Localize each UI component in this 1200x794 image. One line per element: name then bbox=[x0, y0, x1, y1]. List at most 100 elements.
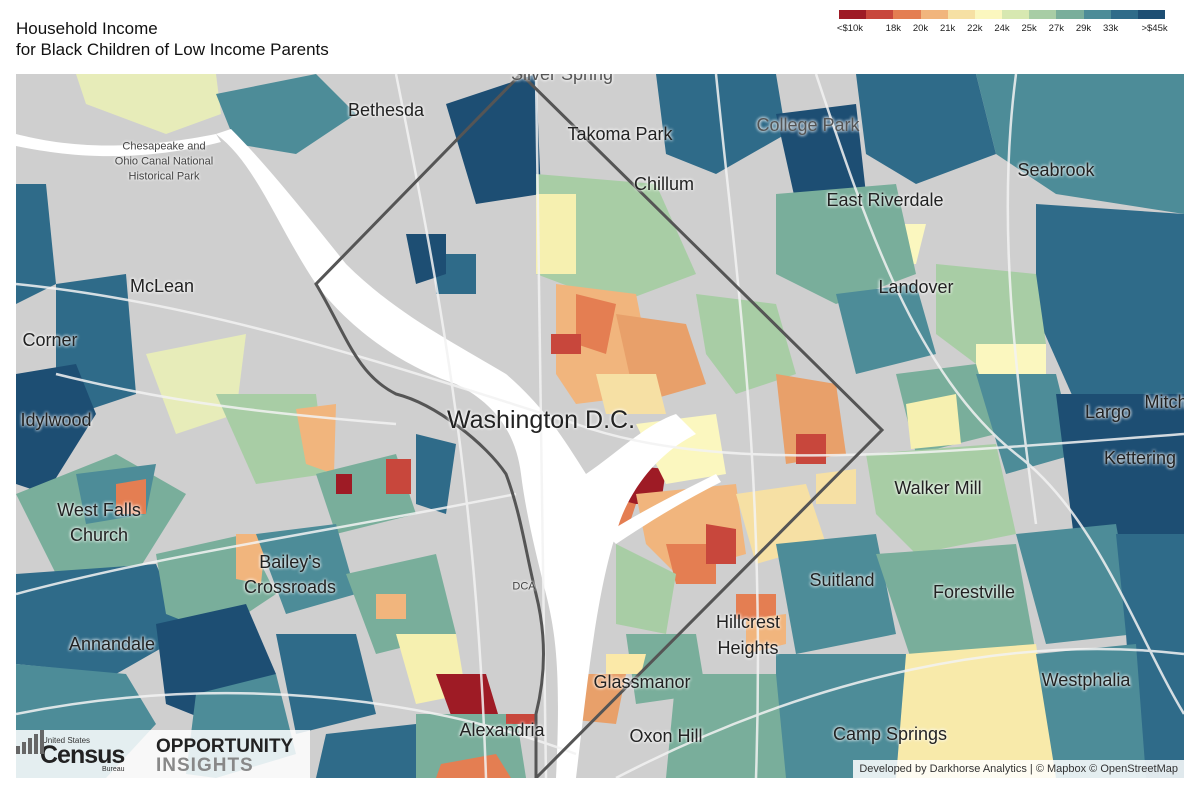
place-bethesda: Bethesda bbox=[347, 100, 425, 120]
place-crossroads: Crossroads bbox=[243, 577, 337, 597]
tract bbox=[1016, 524, 1136, 644]
place-walker-mill: Walker Mill bbox=[894, 478, 982, 498]
tract-patches bbox=[16, 74, 1184, 778]
legend-label: 33k bbox=[1102, 23, 1119, 34]
tract bbox=[736, 594, 776, 619]
place-silver-spring: Silver Spring bbox=[510, 74, 614, 84]
legend-swatch bbox=[839, 10, 867, 19]
legend-swatch bbox=[1029, 10, 1057, 19]
tract bbox=[776, 374, 846, 464]
tract bbox=[706, 524, 736, 564]
tract bbox=[406, 234, 446, 284]
tract bbox=[616, 544, 676, 634]
tract bbox=[76, 74, 221, 134]
legend-label: 29k bbox=[1075, 23, 1092, 34]
place-westphalia: Westphalia bbox=[1041, 670, 1131, 690]
tract bbox=[866, 444, 1016, 554]
tract bbox=[551, 334, 581, 354]
tract bbox=[976, 74, 1184, 214]
opportunity-logo-line2: INSIGHTS bbox=[156, 755, 254, 776]
legend-labels: <$10k 18k 20k 21k 22k 24k 25k 27k 29k 33k >$45k bbox=[837, 23, 1168, 37]
tract bbox=[16, 564, 186, 674]
legend-label: 25k bbox=[1021, 23, 1037, 34]
opportunity-insights-icon bbox=[16, 730, 44, 754]
tract bbox=[386, 459, 411, 494]
census-logo: Census bbox=[40, 741, 125, 769]
place-mitch: Mitch bbox=[1144, 392, 1184, 412]
legend-label: 18k bbox=[885, 23, 901, 34]
tract bbox=[856, 74, 996, 184]
tract bbox=[596, 374, 666, 414]
tract bbox=[336, 474, 352, 494]
place-mclean: McLean bbox=[129, 276, 195, 296]
tract bbox=[216, 74, 356, 154]
tract bbox=[1036, 204, 1184, 404]
census-logo-bureau: Bureau bbox=[102, 766, 125, 773]
legend-label: 21k bbox=[939, 23, 956, 34]
legend-swatch bbox=[1056, 10, 1084, 19]
tract bbox=[16, 184, 56, 304]
tract bbox=[606, 654, 646, 674]
title-line-1: Household Income bbox=[16, 19, 158, 38]
tract bbox=[296, 404, 336, 474]
tract bbox=[936, 264, 1046, 364]
place-glassmanor: Glassmanor bbox=[593, 672, 691, 692]
place-chesapeake: Chesapeake and bbox=[122, 140, 206, 153]
tract bbox=[666, 544, 716, 584]
tract bbox=[416, 434, 456, 514]
potomac-river bbox=[216, 129, 696, 778]
tract bbox=[776, 184, 916, 304]
map-title: Household Income for Black Children of L… bbox=[16, 18, 329, 60]
map-attribution[interactable]: Developed by Darkhorse Analytics | © Map… bbox=[853, 760, 1184, 778]
tract bbox=[536, 194, 576, 274]
place-camp-springs: Camp Springs bbox=[832, 724, 948, 744]
tract bbox=[746, 614, 786, 654]
tract bbox=[896, 644, 1056, 778]
legend-swatch bbox=[974, 10, 1003, 19]
place-oxon-hill: Oxon Hill bbox=[629, 726, 703, 746]
tract bbox=[976, 374, 1076, 474]
legend-swatch bbox=[1137, 10, 1166, 19]
legend-swatch bbox=[947, 10, 975, 19]
legend-label: 20k bbox=[912, 23, 929, 34]
tract bbox=[1036, 644, 1146, 778]
place-historical-park: Historical Park bbox=[128, 170, 200, 183]
tract bbox=[876, 544, 1036, 674]
legend-color-bar bbox=[839, 10, 1166, 19]
opportunity-logo-line1: OPPORTUNITY bbox=[156, 736, 294, 757]
tract bbox=[16, 364, 96, 494]
color-legend: <$10k 18k 20k 21k 22k 24k 25k 27k 29k 33k >$45k bbox=[837, 10, 1168, 37]
choropleth-map[interactable]: Silver Spring Bethesda Takoma Park Colle… bbox=[16, 74, 1184, 778]
map-canvas[interactable] bbox=[16, 74, 1184, 778]
census-logo-top: United States bbox=[42, 736, 91, 745]
tract bbox=[976, 344, 1046, 374]
place-church: Church bbox=[69, 525, 129, 545]
tract bbox=[256, 524, 356, 614]
place-forestville: Forestville bbox=[932, 582, 1016, 602]
place-corner: Corner bbox=[22, 330, 78, 350]
tract bbox=[836, 284, 936, 374]
title-line-2: for Black Children of Low Income Parents bbox=[16, 40, 329, 59]
legend-label: >$45k bbox=[1141, 23, 1168, 34]
place-annandale: Annandale bbox=[68, 634, 156, 654]
legend-label: 22k bbox=[967, 23, 983, 34]
place-alexandria: Alexandria bbox=[459, 720, 545, 740]
logo-strip: United States Census Bureau OPPORTUNITY … bbox=[16, 730, 310, 778]
tract bbox=[776, 654, 906, 778]
legend-swatch bbox=[1110, 10, 1138, 19]
place-hillcrest: Hillcrest bbox=[715, 612, 781, 632]
legend-label: 24k bbox=[994, 23, 1010, 34]
tract bbox=[436, 754, 511, 778]
tract bbox=[376, 594, 406, 619]
tract bbox=[506, 714, 536, 724]
tract bbox=[446, 74, 541, 204]
tract bbox=[116, 479, 146, 514]
legend-label: 27k bbox=[1048, 23, 1064, 34]
legend-swatch bbox=[893, 10, 921, 19]
place-kettering: Kettering bbox=[1103, 448, 1177, 468]
place-largo: Largo bbox=[1084, 402, 1132, 422]
place-seabrook: Seabrook bbox=[1017, 160, 1095, 180]
legend-swatch bbox=[1002, 10, 1030, 19]
legend-swatch bbox=[920, 10, 948, 19]
place-chillum: Chillum bbox=[633, 174, 695, 194]
